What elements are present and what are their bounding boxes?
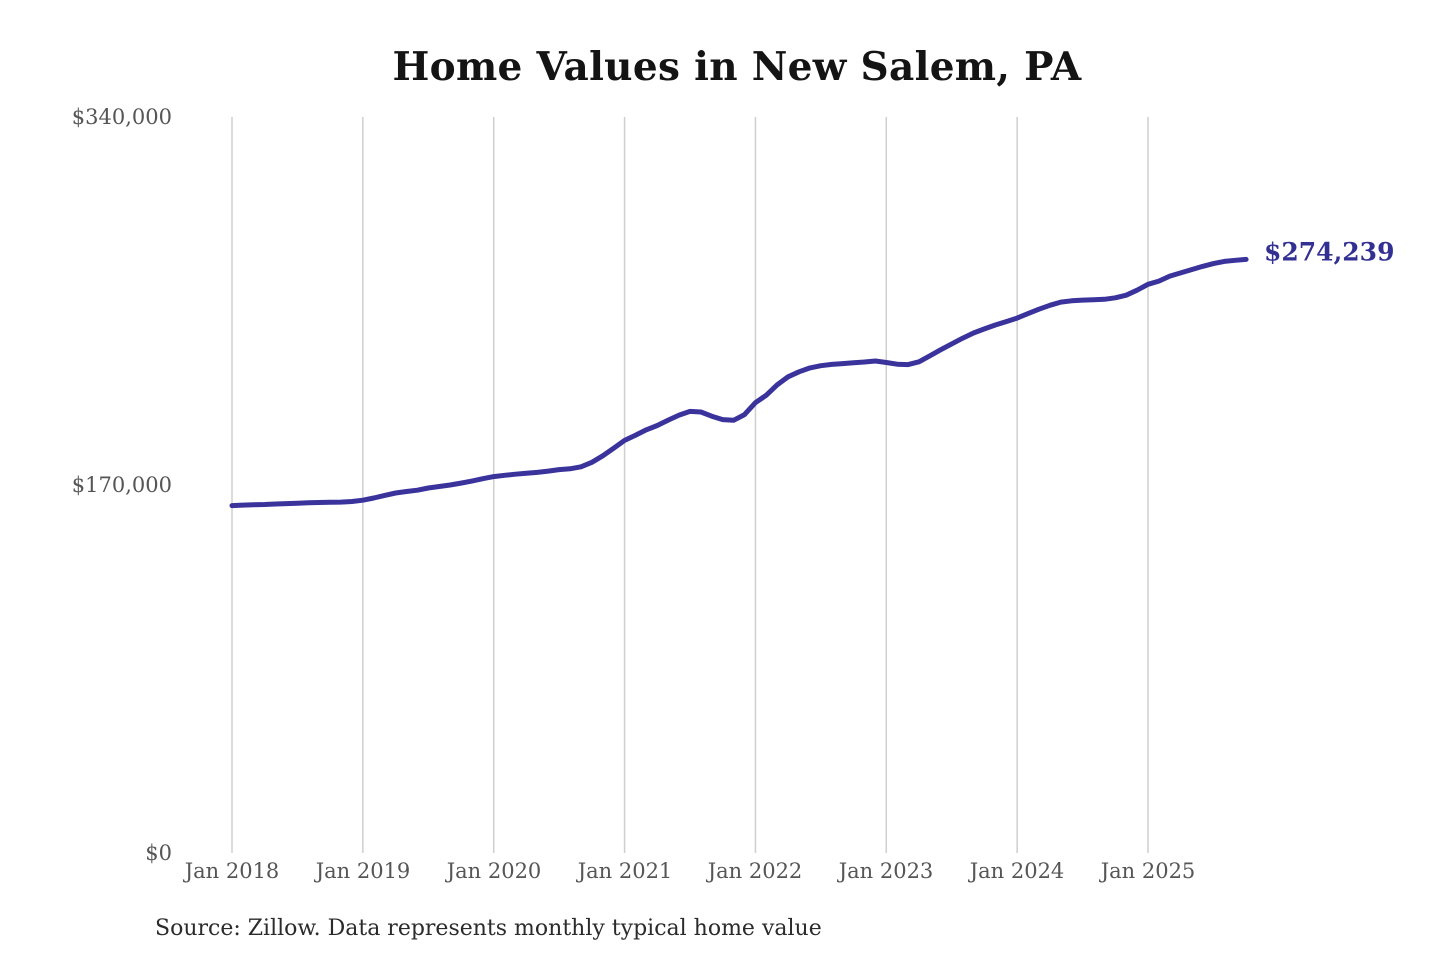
x-axis-tick-jan-2020: Jan 2020: [446, 859, 542, 883]
chart-title: Home Values in New Salem, PA: [392, 44, 1082, 90]
x-axis-tick-jan-2023: Jan 2023: [838, 859, 934, 883]
x-axis-tick-jan-2021: Jan 2021: [577, 859, 673, 883]
y-axis-tick-340000: $340,000: [71, 105, 172, 129]
x-axis-tick-jan-2018: Jan 2018: [184, 859, 280, 883]
latest-value-label: $274,239: [1264, 237, 1395, 267]
y-axis-tick-170000: $170,000: [71, 473, 172, 497]
x-axis-tick-jan-2025: Jan 2025: [1100, 859, 1196, 883]
vertical-gridlines: [231, 117, 1149, 853]
x-axis-tick-jan-2019: Jan 2019: [315, 859, 411, 883]
y-axis-tick-0: $0: [145, 841, 172, 865]
x-axis-tick-jan-2022: Jan 2022: [707, 859, 803, 883]
home-value-line: [229, 256, 1249, 509]
x-axis-tick-jan-2024: Jan 2024: [969, 859, 1065, 883]
source-note: Source: Zillow. Data represents monthly …: [155, 916, 822, 941]
